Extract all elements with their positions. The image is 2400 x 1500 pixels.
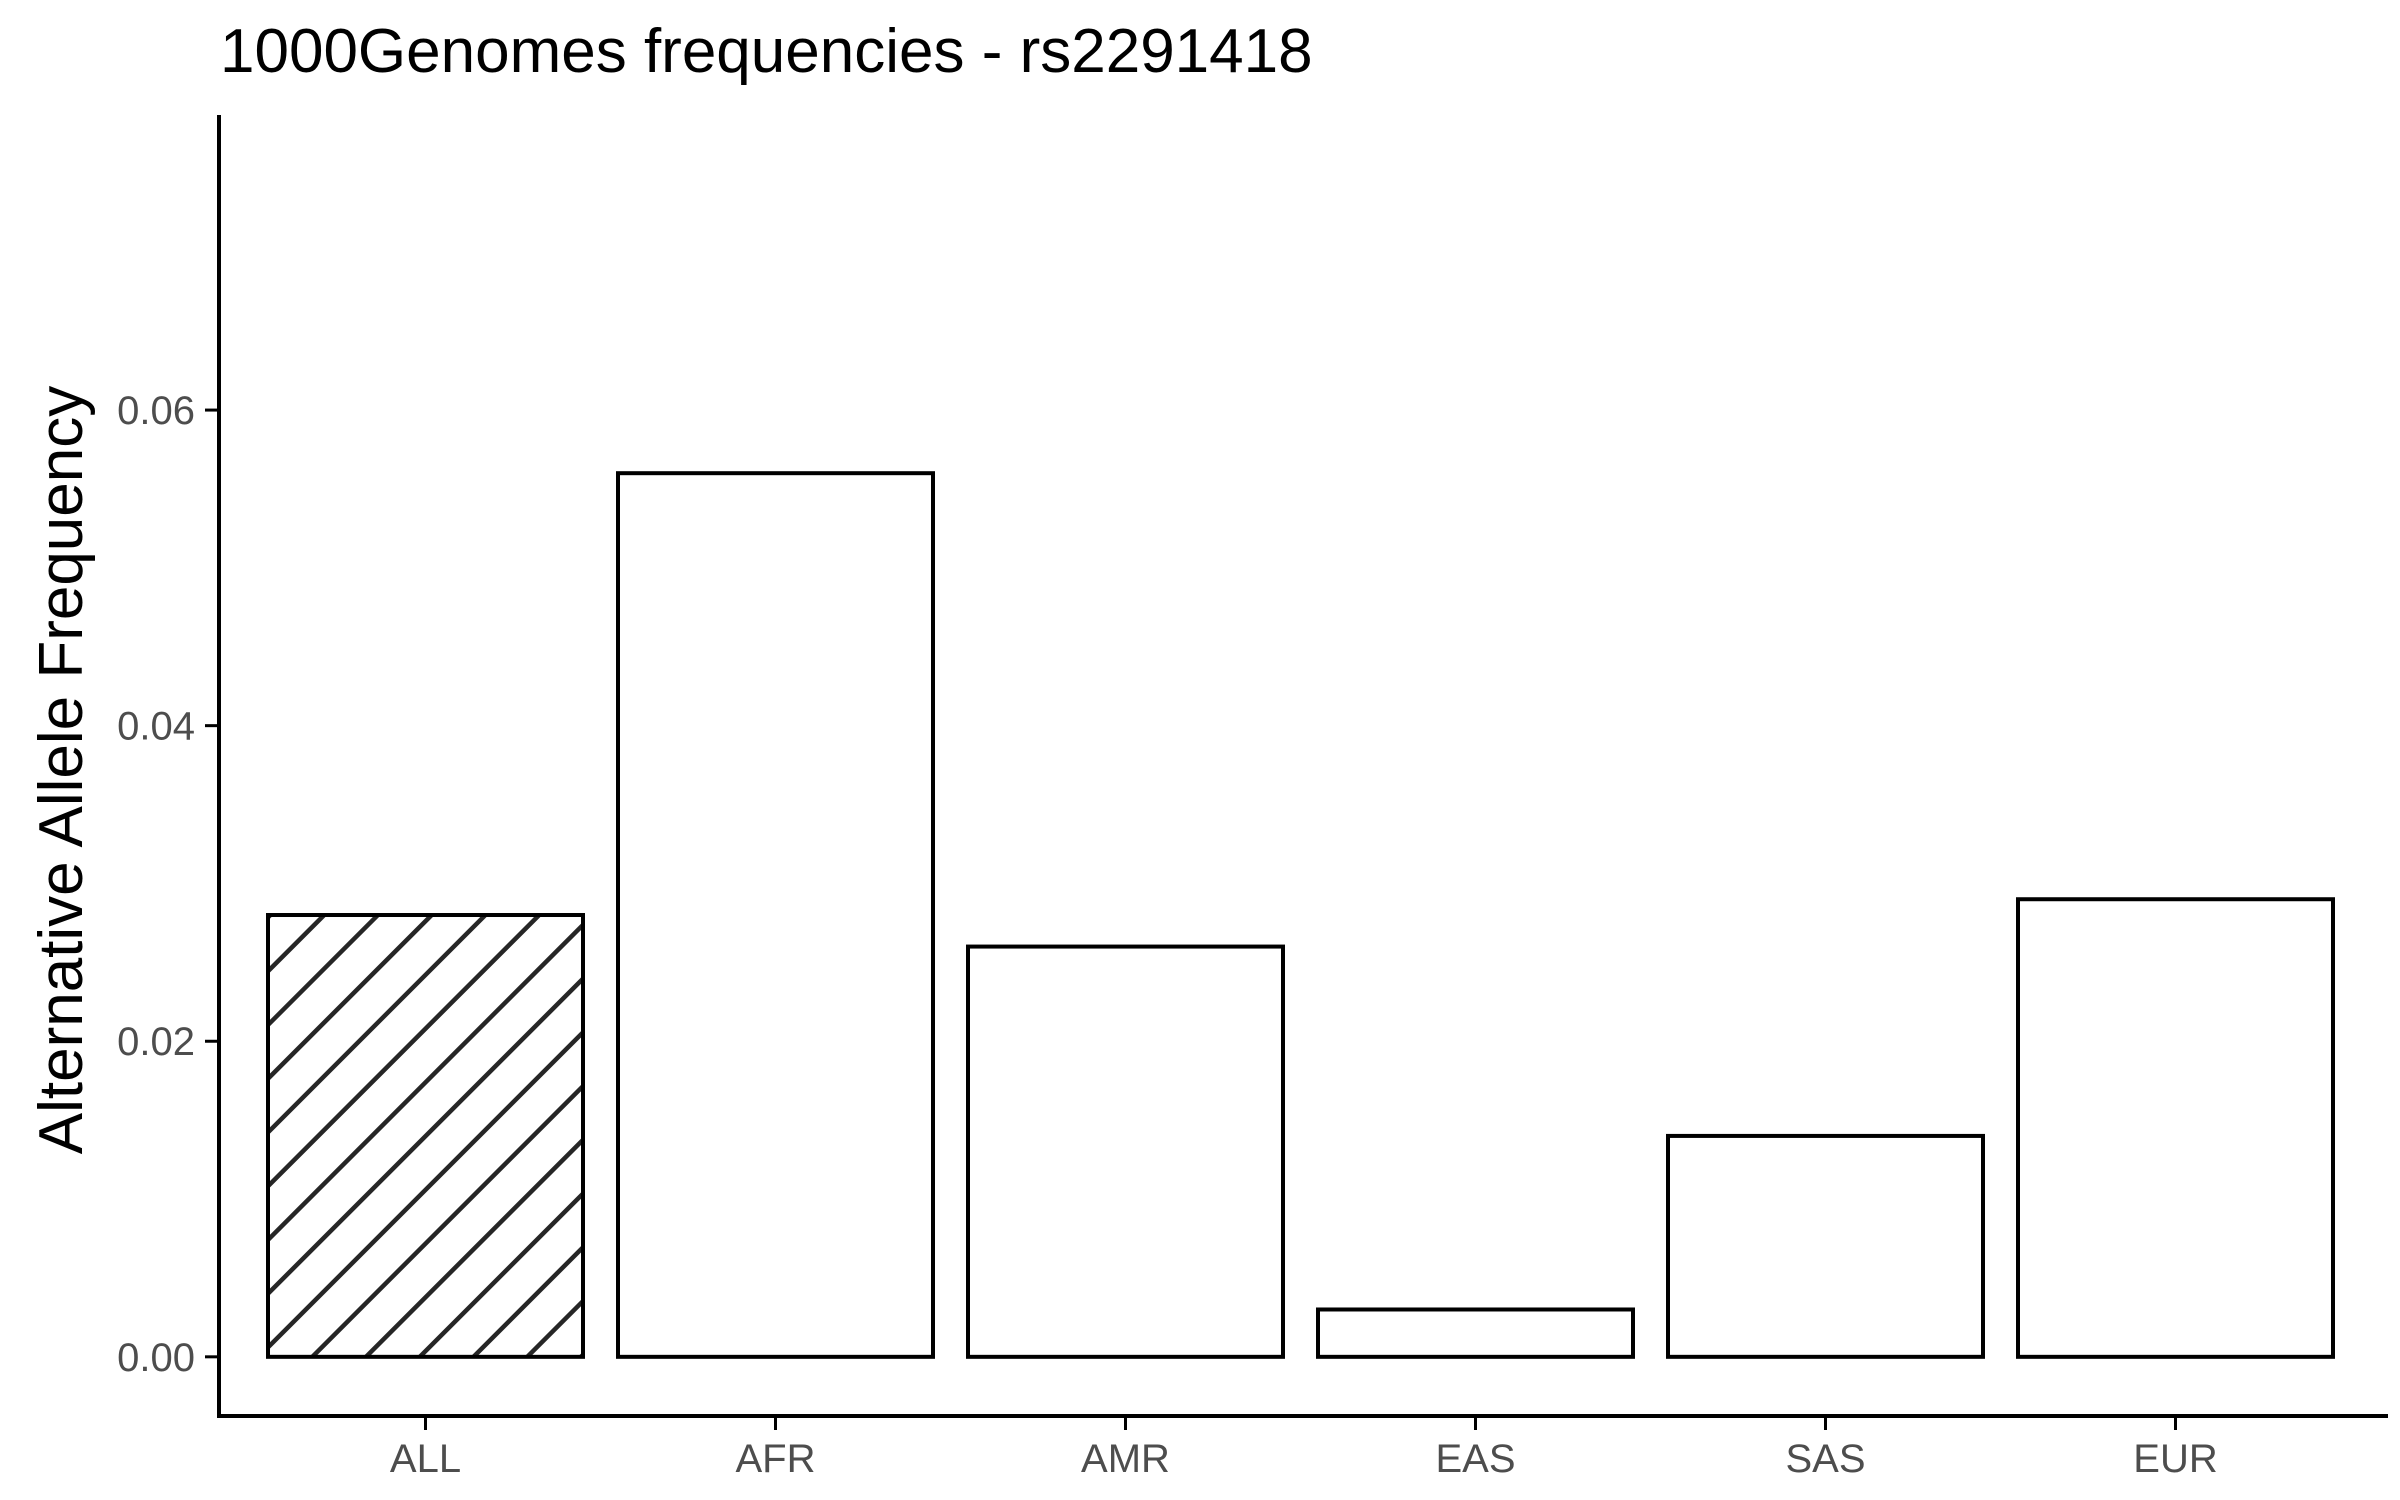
y-tick-label: 0.00 (117, 1336, 195, 1380)
bar-afr (616, 471, 935, 1359)
bar-all (266, 913, 585, 1359)
x-tick-label-amr: AMR (1081, 1437, 1170, 1481)
y-tick-label: 0.02 (117, 1020, 195, 1064)
chart-title: 1000Genomes frequencies - rs2291418 (220, 17, 1313, 86)
bar-eur (2016, 897, 2335, 1359)
x-tick-label-eur: EUR (2133, 1437, 2217, 1481)
x-tick-label-eas: EAS (1435, 1437, 1515, 1481)
y-tick-label: 0.06 (117, 389, 195, 433)
bars-group (266, 471, 2335, 1359)
bar-sas (1666, 1133, 1985, 1359)
x-tick-label-afr: AFR (736, 1437, 816, 1481)
x-tick-label-sas: SAS (1785, 1437, 1865, 1481)
bar-amr (966, 944, 1285, 1359)
x-tick-label-all: ALL (390, 1437, 461, 1481)
y-axis-label: Alternative Allele Frequency (27, 386, 96, 1155)
bar-eas (1316, 1307, 1635, 1359)
x-axis-ticks: ALL AFR AMR EAS SAS EUR (390, 1416, 2218, 1481)
y-tick-label: 0.04 (117, 705, 195, 749)
y-axis-ticks: 0.00 0.02 0.04 0.06 (117, 389, 219, 1380)
